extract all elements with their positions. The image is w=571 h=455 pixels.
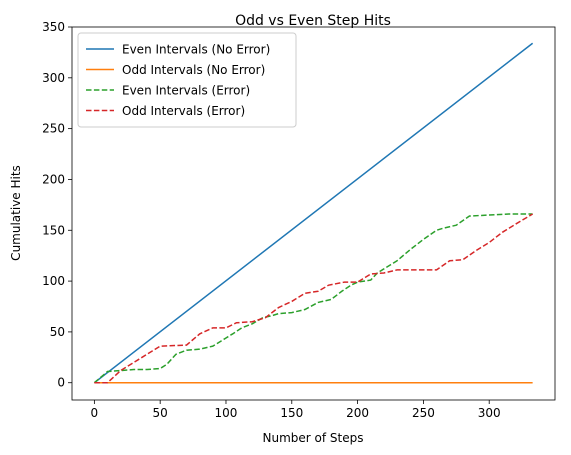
series-line-0 (93, 42, 534, 384)
y-axis-label: Cumulative Hits (9, 165, 23, 261)
plot-frame (71, 26, 556, 401)
y-tick-label: 150 (42, 223, 65, 237)
x-tick-label: 200 (346, 406, 369, 420)
y-tick-label: 100 (42, 274, 65, 288)
x-tick-label: 150 (280, 406, 303, 420)
x-axis: 0 50 100 150 200 250 300 (91, 400, 501, 420)
legend-label-1: Odd Intervals (No Error) (122, 63, 265, 77)
legend-label-3: Odd Intervals (Error) (122, 104, 245, 118)
x-tick-label: 0 (91, 406, 99, 420)
y-tick-label: 300 (42, 71, 65, 85)
y-tick-label: 250 (42, 122, 65, 136)
plot-area (93, 42, 534, 384)
x-tick-label: 50 (153, 406, 168, 420)
legend: Even Intervals (No Error) Odd Intervals (… (77, 32, 297, 128)
series-line-3 (94, 213, 534, 384)
legend-box (77, 32, 297, 128)
x-tick-label: 300 (478, 406, 501, 420)
x-axis-label: Number of Steps (263, 431, 364, 445)
chart-title: Odd vs Even Step Hits (235, 13, 391, 29)
y-tick-label: 50 (50, 325, 65, 339)
y-tick-label: 350 (42, 20, 65, 34)
y-tick-label: 0 (57, 376, 65, 390)
y-axis: 0 50 100 150 200 250 300 350 (42, 20, 72, 390)
series-line-2 (93, 213, 533, 384)
y-tick-label: 200 (42, 172, 65, 186)
legend-label-0: Even Intervals (No Error) (122, 43, 270, 57)
x-tick-label: 250 (412, 406, 435, 420)
legend-label-2: Even Intervals (Error) (122, 84, 250, 98)
x-tick-label: 100 (215, 406, 238, 420)
